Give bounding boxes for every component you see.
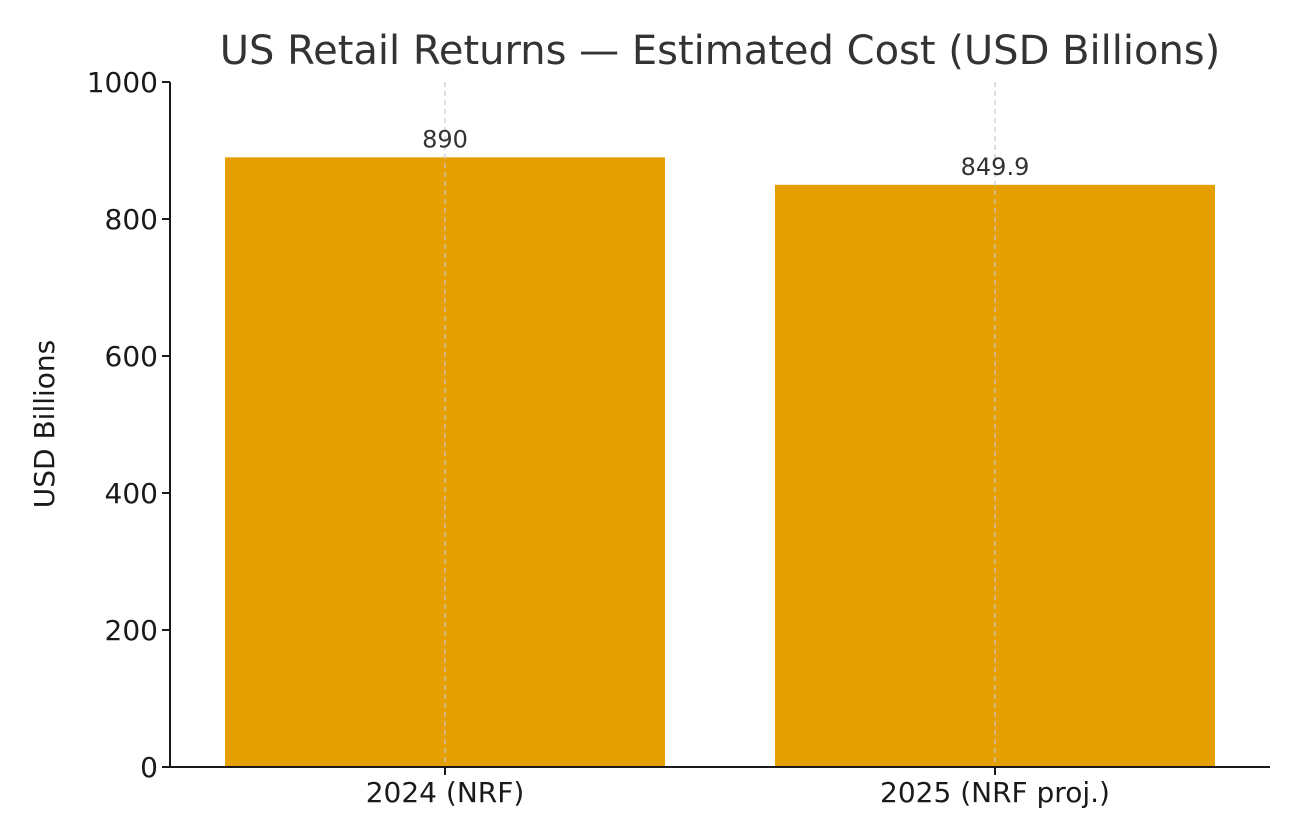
y-tick-label-0: 0 (140, 751, 158, 784)
y-axis-label: USD Billions (28, 340, 61, 509)
data-label-1: 849.9 (961, 153, 1030, 181)
y-tick-label-2: 400 (105, 477, 158, 510)
x-tick-label-1: 2025 (NRF proj.) (880, 776, 1110, 809)
data-label-0: 890 (422, 125, 468, 153)
chart-title: US Retail Returns — Estimated Cost (USD … (220, 28, 1221, 74)
plot-area: 890 849.9 0 200 400 600 800 1000 2024 (NRF) 2025 … (87, 66, 1270, 809)
y-tick-label-5: 1000 (87, 66, 158, 99)
y-tick-label-3: 600 (105, 340, 158, 373)
x-tick-label-0: 2024 (NRF) (366, 776, 525, 809)
y-tick-label-1: 200 (105, 614, 158, 647)
y-tick-label-4: 800 (105, 203, 158, 236)
